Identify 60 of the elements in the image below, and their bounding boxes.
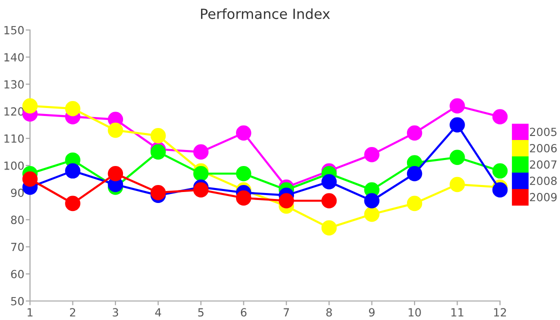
point [22,98,38,114]
x-tick-label: 10 [408,308,421,317]
x-tick-label: 1 [28,308,33,316]
point [364,206,380,222]
legend-label: 2008 [530,176,557,186]
legend-label: 2007 [530,160,556,169]
point [65,163,80,179]
y-tick-label: 100 [4,161,24,170]
point [492,109,508,124]
y-tick-label: 150 [4,26,24,34]
y-tick-label: 50 [11,296,24,306]
point [364,193,380,208]
x-tick-label: 3 [112,308,118,317]
point [150,144,166,160]
point [406,166,422,182]
point [450,176,465,192]
y-tick-label: 70 [11,242,24,252]
point [406,196,422,212]
point [236,190,252,206]
y-tick-label: 140 [4,53,24,62]
point [321,193,337,208]
point [364,147,380,162]
point [278,193,294,208]
y-tick-label: 130 [4,80,24,89]
x-tick-label: 8 [326,308,332,317]
point [236,166,252,182]
x-tick-label: 7 [284,308,289,316]
point [450,117,465,132]
point [450,150,465,166]
x-tick-label: 9 [368,308,375,317]
point [450,98,465,114]
y-tick-label: 60 [11,270,24,278]
point [65,196,80,212]
point [406,125,422,141]
point [150,128,166,144]
legend-label: 2006 [530,144,557,152]
point [65,100,80,116]
legend-label: 2009 [530,192,557,202]
point [321,220,337,236]
point [193,182,209,198]
point [492,182,508,198]
chart-title: Performance Index [201,8,330,20]
x-tick-label: 2 [70,308,76,316]
point [236,125,252,141]
point [150,184,166,200]
x-tick-label: 12 [494,308,506,316]
x-tick-label: 5 [198,308,204,317]
point [492,163,508,179]
x-tick-label: 11 [451,308,464,316]
point [22,171,38,187]
y-tick-label: 80 [11,216,24,224]
legend-label: 2005 [530,128,556,136]
x-tick-label: 4 [155,308,162,316]
y-tick-label: 90 [11,188,24,197]
point [108,122,124,138]
x-tick-label: 6 [240,308,246,317]
point [193,144,209,160]
point [321,174,337,190]
point [108,166,124,182]
y-tick-label: 110 [4,134,24,143]
